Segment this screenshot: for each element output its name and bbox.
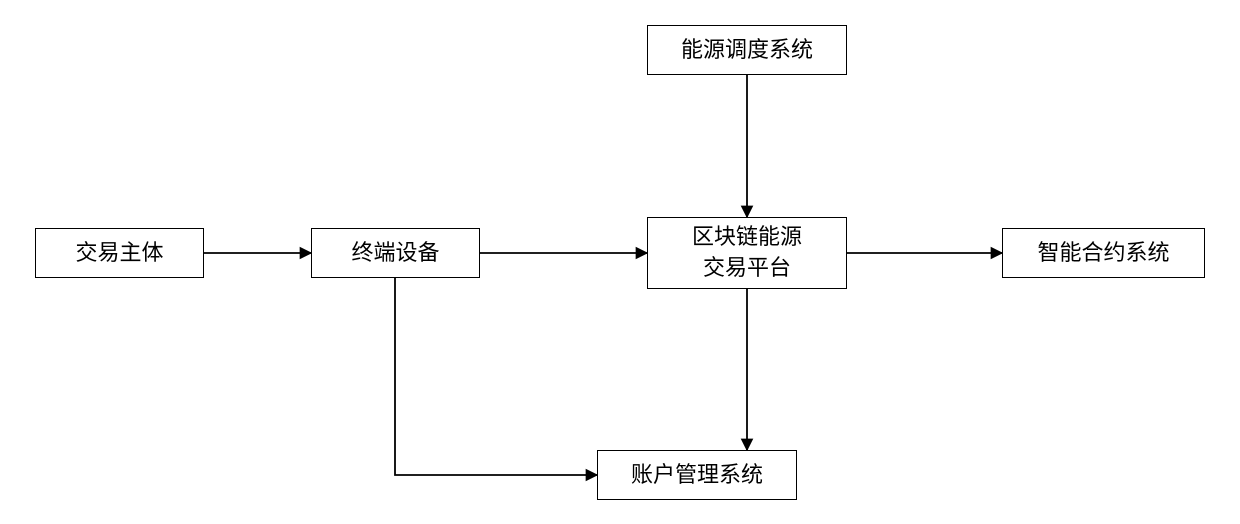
node-trading-entity: 交易主体	[35, 228, 204, 278]
node-energy-dispatch: 能源调度系统	[647, 25, 847, 75]
node-account-mgmt: 账户管理系统	[597, 450, 797, 500]
node-blockchain-platform: 区块链能源交易平台	[647, 217, 847, 289]
node-smart-contract: 智能合约系统	[1002, 228, 1205, 278]
edge-5	[395, 278, 597, 475]
node-terminal-device: 终端设备	[311, 228, 480, 278]
